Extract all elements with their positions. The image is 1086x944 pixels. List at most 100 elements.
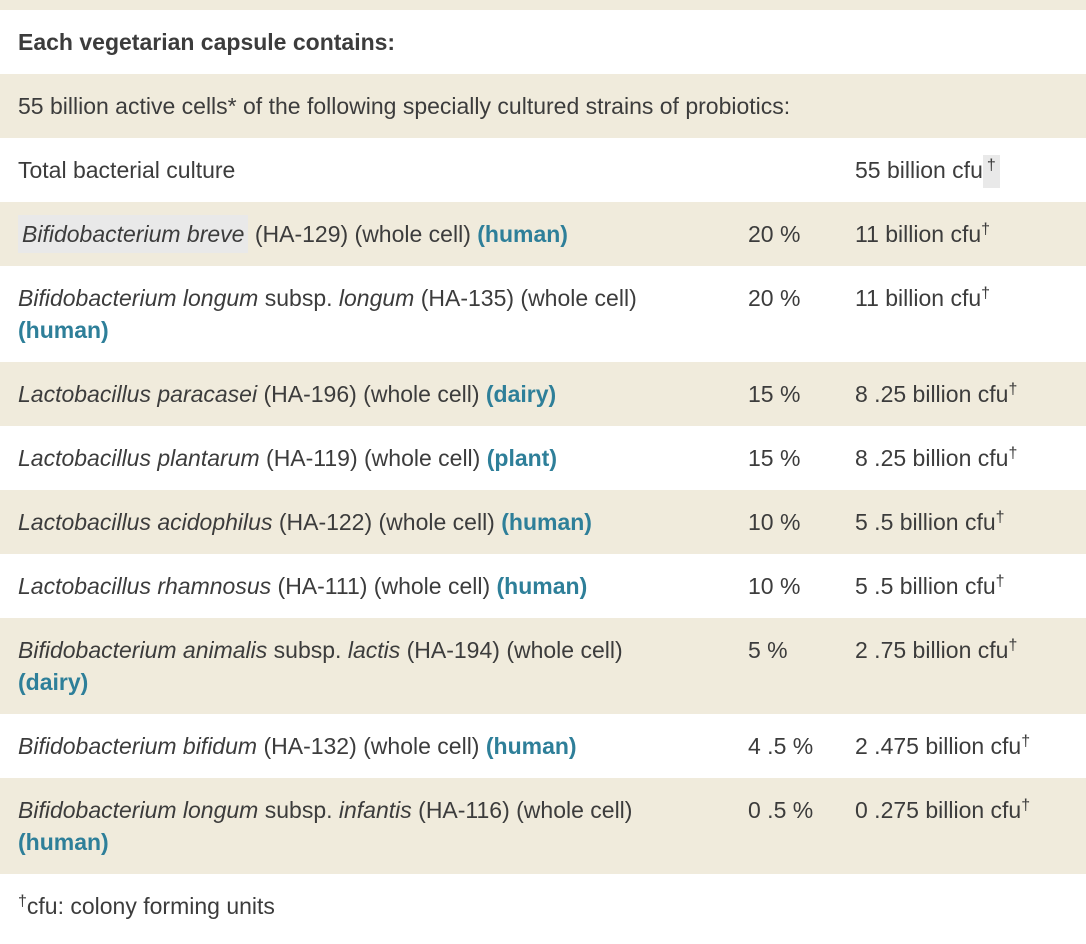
text-segment: (HA-132) (whole cell) — [257, 733, 486, 759]
amount-cell: 55 billion cfu † — [855, 138, 1086, 202]
source-tag: (human) — [18, 317, 109, 343]
source-tag: (human) — [485, 733, 577, 759]
dagger-mark: † — [18, 893, 27, 910]
dagger-mark: † — [1008, 445, 1018, 462]
panel-top-border — [0, 0, 1086, 10]
text-segment: Lactobacillus paracasei — [18, 381, 258, 407]
amount-cell: 8 .25 billion cfu† — [855, 426, 1086, 490]
dagger-mark: † — [1008, 381, 1018, 398]
amount-cell: 5 .5 billion cfu† — [855, 554, 1086, 618]
strain-name-cell: Bifidobacterium bifidum (HA-132) (whole … — [0, 714, 748, 778]
text-segment: lactis — [347, 637, 401, 663]
cfu-footnote: †cfu: colony forming units — [0, 874, 1086, 940]
source-tag: (human) — [477, 221, 568, 247]
text-segment: 11 billion cfu — [855, 221, 982, 247]
amount-cell: 5 .5 billion cfu† — [855, 490, 1086, 554]
strain-name-cell: Lactobacillus rhamnosus (HA-111) (whole … — [0, 554, 748, 618]
percent-cell: 5 % — [748, 618, 855, 714]
text-segment: 0 .275 billion cfu — [855, 797, 1022, 823]
text-segment: 5 % — [748, 637, 788, 663]
percent-cell: 0 .5 % — [748, 778, 855, 874]
text-segment: longum — [338, 285, 415, 311]
text-segment: 20 % — [748, 221, 801, 247]
text-segment: infantis — [338, 797, 412, 823]
text-segment: 5 .5 billion cfu — [855, 509, 996, 535]
source-tag: (human) — [18, 829, 109, 855]
text-segment: subsp. — [267, 637, 348, 663]
text-segment: 15 % — [748, 381, 801, 407]
text-segment: Bifidobacterium breve — [18, 215, 249, 253]
text-segment: (HA-119) (whole cell) — [259, 445, 487, 471]
amount-cell: 8 .25 billion cfu† — [855, 362, 1086, 426]
header-cell: Each vegetarian capsule contains: — [0, 10, 1086, 74]
text-segment: (HA-111) (whole cell) — [271, 573, 497, 599]
table-row: Bifidobacterium breve (HA-129) (whole ce… — [0, 202, 1086, 266]
amount-cell: 0 .275 billion cfu† — [855, 778, 1086, 874]
dagger-mark: † — [982, 155, 1000, 188]
text-segment: Bifidobacterium longum — [18, 285, 259, 311]
text-segment: Total bacterial culture — [18, 157, 236, 183]
text-segment: Lactobacillus acidophilus — [18, 509, 273, 535]
text-segment: 10 % — [748, 573, 801, 599]
text-segment: Bifidobacterium longum — [18, 797, 259, 823]
amount-cell: 11 billion cfu† — [855, 266, 1086, 362]
text-segment: 0 .5 % — [748, 797, 814, 823]
table-row: Each vegetarian capsule contains: — [0, 10, 1086, 74]
text-segment: Bifidobacterium bifidum — [18, 733, 258, 759]
text-segment: 8 .25 billion cfu — [855, 381, 1009, 407]
table-row: Lactobacillus plantarum (HA-119) (whole … — [0, 426, 1086, 490]
table-row: 55 billion active cells* of the followin… — [0, 74, 1086, 138]
table-row: Bifidobacterium animalis subsp. lactis (… — [0, 618, 1086, 714]
dagger-mark: † — [1021, 733, 1031, 750]
table-row: Bifidobacterium longum subsp. longum (HA… — [0, 266, 1086, 362]
percent-cell: 10 % — [748, 490, 855, 554]
table-row: Total bacterial culture 55 billion cfu † — [0, 138, 1086, 202]
text-segment: 20 % — [748, 285, 801, 311]
dagger-mark: † — [995, 573, 1005, 590]
strain-name-cell: Bifidobacterium animalis subsp. lactis (… — [0, 618, 748, 714]
text-segment: 2 .475 billion cfu — [855, 733, 1022, 759]
table-row: Lactobacillus acidophilus (HA-122) (whol… — [0, 490, 1086, 554]
percent-cell: 20 % — [748, 266, 855, 362]
text-segment: 10 % — [748, 509, 801, 535]
source-tag: (human) — [496, 573, 588, 599]
text-segment: Lactobacillus rhamnosus — [18, 573, 272, 599]
amount-cell: 2 .475 billion cfu† — [855, 714, 1086, 778]
percent-cell — [748, 138, 855, 202]
dagger-mark: † — [981, 285, 991, 302]
text-segment: (HA-135) (whole cell) — [414, 285, 637, 311]
text-segment: 5 .5 billion cfu — [855, 573, 996, 599]
source-tag: (plant) — [486, 445, 557, 471]
text-segment: 15 % — [748, 445, 801, 471]
table-row: Lactobacillus rhamnosus (HA-111) (whole … — [0, 554, 1086, 618]
strain-name-cell: Bifidobacterium breve (HA-129) (whole ce… — [0, 202, 748, 266]
text-segment: (HA-194) (whole cell) — [400, 637, 623, 663]
percent-cell: 15 % — [748, 362, 855, 426]
text-segment: subsp. — [258, 797, 339, 823]
strain-name-cell: Total bacterial culture — [0, 138, 748, 202]
dagger-mark: † — [1021, 797, 1031, 814]
strain-name-cell: Lactobacillus plantarum (HA-119) (whole … — [0, 426, 748, 490]
text-segment: 4 .5 % — [748, 733, 814, 759]
source-tag: (human) — [501, 509, 592, 535]
amount-cell: 11 billion cfu† — [855, 202, 1086, 266]
percent-cell: 4 .5 % — [748, 714, 855, 778]
dagger-mark: † — [1008, 637, 1018, 654]
strain-name-cell: Lactobacillus paracasei (HA-196) (whole … — [0, 362, 748, 426]
strain-name-cell: Bifidobacterium longum subsp. longum (HA… — [0, 266, 748, 362]
source-tag: (dairy) — [18, 669, 89, 695]
text-segment: 11 billion cfu — [855, 285, 982, 311]
amount-cell: 2 .75 billion cfu† — [855, 618, 1086, 714]
percent-cell: 10 % — [748, 554, 855, 618]
text-segment: subsp. — [258, 285, 339, 311]
text-segment: cfu: colony forming units — [26, 893, 275, 919]
table-row: Bifidobacterium bifidum (HA-132) (whole … — [0, 714, 1086, 778]
text-segment: Lactobacillus plantarum — [18, 445, 260, 471]
table-row: Lactobacillus paracasei (HA-196) (whole … — [0, 362, 1086, 426]
text-segment: Each vegetarian capsule contains: — [18, 29, 396, 55]
strain-name-cell: Lactobacillus acidophilus (HA-122) (whol… — [0, 490, 748, 554]
ingredient-table: Each vegetarian capsule contains: 55 bill… — [0, 10, 1086, 874]
percent-cell: 20 % — [748, 202, 855, 266]
dagger-mark: † — [981, 221, 991, 238]
